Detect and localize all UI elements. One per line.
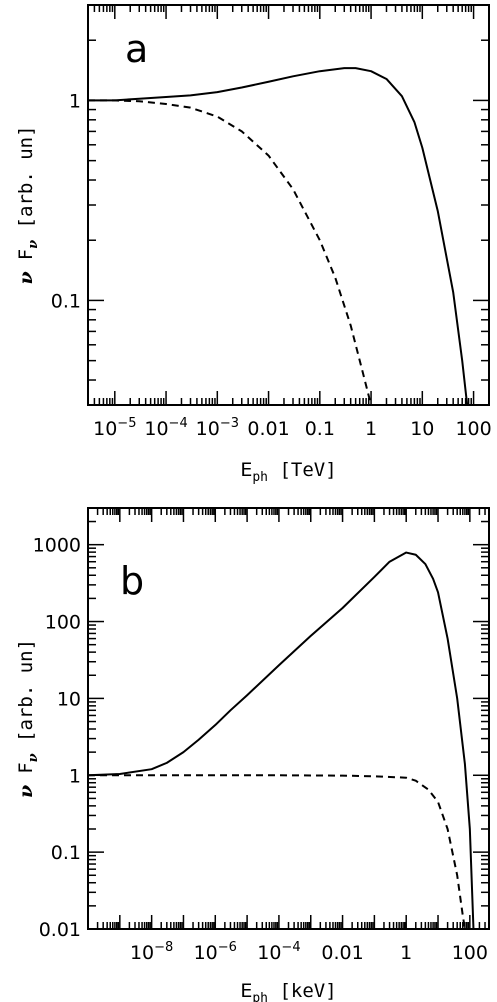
panel-b: 10−8 10−6 10−4 0.01 1 100 0.01 0.1 1 10 100 1000 Eph… xyxy=(15,507,490,1002)
x-tick-label: 10−8 xyxy=(130,940,173,964)
x-tick-label: 10 xyxy=(410,418,434,440)
x-tick-label: 100 xyxy=(452,942,488,964)
y-tick-label: 0.1 xyxy=(51,842,81,864)
x-tick-label: 0.01 xyxy=(247,418,289,440)
dashed-curve xyxy=(88,774,466,929)
x-tick-label: 0.01 xyxy=(321,942,363,964)
tick-marks xyxy=(87,507,490,930)
panel-label: a xyxy=(125,27,148,71)
y-axis-label: ν Fν [arb. un] xyxy=(15,125,41,284)
x-tick-label: 10−4 xyxy=(144,416,187,440)
y-tick-label: 10 xyxy=(57,688,81,710)
y-tick-label: 0.1 xyxy=(51,290,81,312)
panel-label: b xyxy=(120,559,144,603)
x-axis-label: Eph [keV] xyxy=(240,980,336,1002)
solid-curve xyxy=(88,551,475,929)
x-tick-label: 10−6 xyxy=(194,940,237,964)
x-axis-label: Eph [TeV] xyxy=(240,459,336,485)
y-tick-label: 100 xyxy=(45,612,81,634)
y-axis-label: ν Fν [arb. un] xyxy=(15,639,41,798)
x-tick-label: 10−5 xyxy=(93,416,136,440)
x-tick-label: 10−4 xyxy=(257,940,300,964)
y-tick-label: 0.01 xyxy=(39,919,81,941)
x-tick-label: 100 xyxy=(455,418,491,440)
x-tick-label: 10−3 xyxy=(196,416,239,440)
x-tick-label: 1 xyxy=(365,418,377,440)
y-tick-label: 1 xyxy=(69,765,81,787)
solid-curve xyxy=(88,67,469,405)
y-tick-label: 1 xyxy=(69,90,81,112)
y-tick-label: 1000 xyxy=(33,535,81,557)
panel-a: 10−5 10−4 10−3 0.01 0.1 1 10 100 0.1 1 Eph [TeV] ν … xyxy=(15,4,492,485)
dashed-curve xyxy=(88,99,373,405)
x-tick-label: 0.1 xyxy=(305,418,335,440)
x-tick-label: 1 xyxy=(400,942,412,964)
